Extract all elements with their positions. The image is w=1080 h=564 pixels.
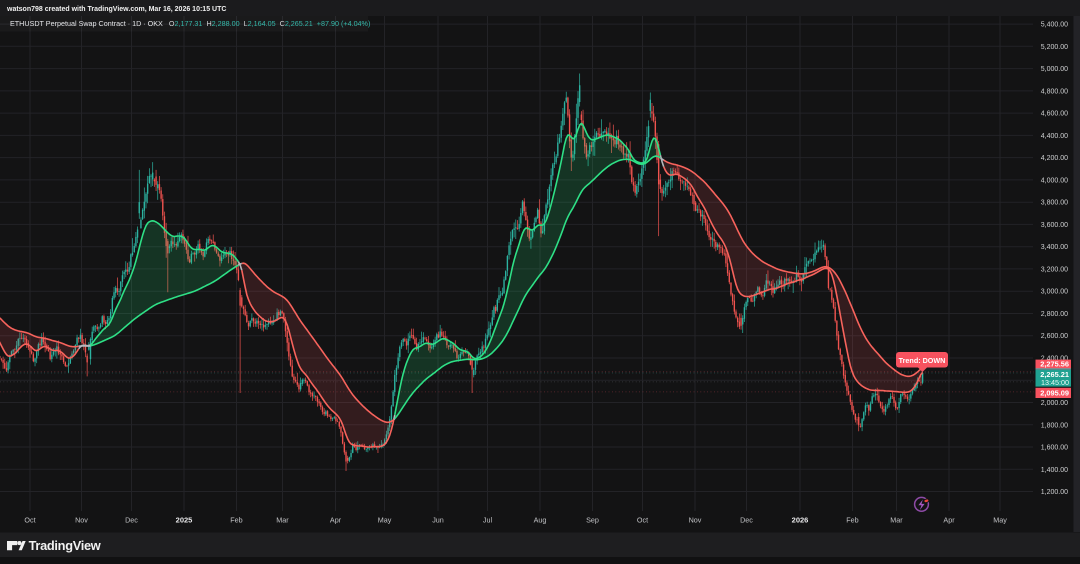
svg-text:1,600.00: 1,600.00 xyxy=(1041,445,1068,452)
svg-text:Jul: Jul xyxy=(483,515,493,524)
svg-text:Oct: Oct xyxy=(24,515,35,524)
svg-text:Mar: Mar xyxy=(276,515,289,524)
svg-text:2,265.21: 2,265.21 xyxy=(1040,370,1069,379)
svg-text:4,400.00: 4,400.00 xyxy=(1041,133,1068,140)
svg-text:Jun: Jun xyxy=(432,515,444,524)
svg-text:3,800.00: 3,800.00 xyxy=(1041,200,1068,207)
svg-text:watson798 created with Trading: watson798 created with TradingView.com, … xyxy=(6,6,226,13)
svg-text:May: May xyxy=(378,515,392,524)
svg-text:5,400.00: 5,400.00 xyxy=(1041,22,1068,29)
svg-text:2,000.00: 2,000.00 xyxy=(1041,400,1068,407)
svg-text:Aug: Aug xyxy=(534,515,547,524)
svg-text:5,200.00: 5,200.00 xyxy=(1041,44,1068,51)
svg-text:Nov: Nov xyxy=(75,515,88,524)
svg-text:Dec: Dec xyxy=(125,515,138,524)
svg-text:Dec: Dec xyxy=(740,515,753,524)
svg-text:Feb: Feb xyxy=(846,515,858,524)
svg-text:Feb: Feb xyxy=(230,515,242,524)
svg-text:Apr: Apr xyxy=(943,515,955,524)
svg-text:13:45:00: 13:45:00 xyxy=(1041,378,1069,387)
svg-text:Trend: DOWN: Trend: DOWN xyxy=(899,356,946,365)
svg-text:3,000.00: 3,000.00 xyxy=(1041,289,1068,296)
svg-text:3,600.00: 3,600.00 xyxy=(1041,222,1068,229)
svg-text:2,275.56: 2,275.56 xyxy=(1040,360,1069,369)
svg-text:Nov: Nov xyxy=(689,515,702,524)
svg-text:3,200.00: 3,200.00 xyxy=(1041,266,1068,273)
svg-text:1,800.00: 1,800.00 xyxy=(1041,422,1068,429)
svg-text:1,400.00: 1,400.00 xyxy=(1041,467,1068,474)
svg-text:May: May xyxy=(993,515,1007,524)
svg-text:2,400.00: 2,400.00 xyxy=(1041,356,1068,363)
svg-text:Oct: Oct xyxy=(637,515,648,524)
svg-text:Mar: Mar xyxy=(890,515,903,524)
svg-text:4,600.00: 4,600.00 xyxy=(1041,111,1068,118)
svg-text:2,095.09: 2,095.09 xyxy=(1040,388,1069,397)
svg-text:5,000.00: 5,000.00 xyxy=(1041,66,1068,73)
svg-text:2,800.00: 2,800.00 xyxy=(1041,311,1068,318)
svg-text:2026: 2026 xyxy=(792,515,809,524)
svg-text:Sep: Sep xyxy=(586,515,599,524)
svg-text:ETHUSDT Perpetual Swap Contrac: ETHUSDT Perpetual Swap Contract · 1D · O… xyxy=(10,19,370,28)
svg-text:3,400.00: 3,400.00 xyxy=(1041,244,1068,251)
svg-text:TradingView: TradingView xyxy=(29,538,101,553)
svg-text:4,800.00: 4,800.00 xyxy=(1041,88,1068,95)
svg-text:Apr: Apr xyxy=(330,515,342,524)
svg-text:2025: 2025 xyxy=(176,515,193,524)
svg-text:1,200.00: 1,200.00 xyxy=(1041,489,1068,496)
svg-text:4,200.00: 4,200.00 xyxy=(1041,155,1068,162)
svg-text:2,600.00: 2,600.00 xyxy=(1041,333,1068,340)
svg-text:4,000.00: 4,000.00 xyxy=(1041,177,1068,184)
